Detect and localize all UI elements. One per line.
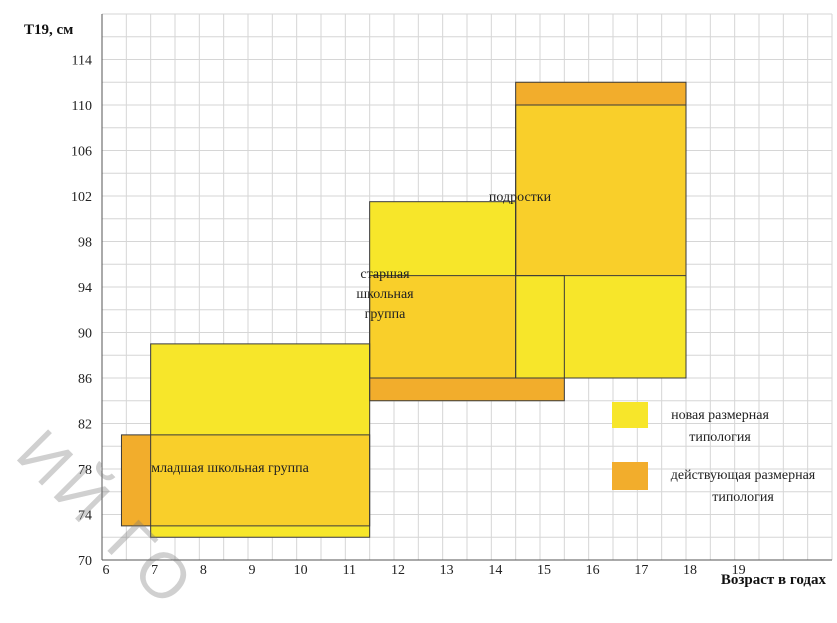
region-outline-3	[369, 275, 565, 402]
y-tick-label: 102	[71, 190, 92, 205]
x-tick-label: 16	[586, 563, 600, 578]
y-tick-label: 86	[78, 372, 92, 387]
x-tick-label: 12	[391, 563, 405, 578]
x-tick-label: 8	[200, 563, 207, 578]
y-tick-label: 90	[78, 327, 92, 342]
legend-label-new: новая размерная типология	[671, 408, 769, 445]
region-outline-5	[515, 81, 687, 277]
x-tick-label: 14	[488, 563, 502, 578]
x-tick-label: 15	[537, 563, 551, 578]
x-axis-title: Возраст в годах	[721, 572, 827, 588]
region-overlap-0	[150, 434, 370, 526]
y-tick-label: 78	[78, 463, 92, 478]
junior-group-label: младшая школьная группа	[151, 461, 309, 476]
y-tick-label: 110	[72, 99, 92, 114]
region-overlap-2	[369, 275, 516, 378]
y-tick-label: 98	[78, 236, 92, 251]
y-axis-title: Т19, см	[24, 22, 73, 38]
teens-group-label: подростки	[488, 190, 552, 205]
region-outline-1	[120, 434, 371, 527]
x-tick-label: 6	[103, 563, 110, 578]
y-tick-label: 82	[78, 418, 92, 433]
x-tick-label: 19	[732, 563, 746, 578]
legend-swatch-current	[612, 462, 648, 490]
senior-group-label: старшая школьная группа	[356, 267, 414, 322]
region-overlap-4	[515, 105, 686, 276]
x-tick-label: 18	[683, 563, 697, 578]
y-tick-label: 94	[78, 281, 92, 296]
y-tick-label: 114	[72, 54, 92, 69]
legend-label-current: действующая размерная типология	[670, 468, 816, 505]
x-tick-label: 13	[440, 563, 454, 578]
y-tick-label: 106	[71, 145, 92, 160]
y-tick-label: 70	[78, 554, 92, 569]
x-tick-label: 10	[294, 563, 308, 578]
x-tick-label: 11	[343, 563, 356, 578]
x-tick-label: 9	[249, 563, 256, 578]
x-tick-label: 7	[151, 563, 158, 578]
legend-swatch-new	[612, 402, 648, 428]
x-tick-label: 17	[634, 563, 648, 578]
y-tick-label: 74	[78, 509, 92, 524]
